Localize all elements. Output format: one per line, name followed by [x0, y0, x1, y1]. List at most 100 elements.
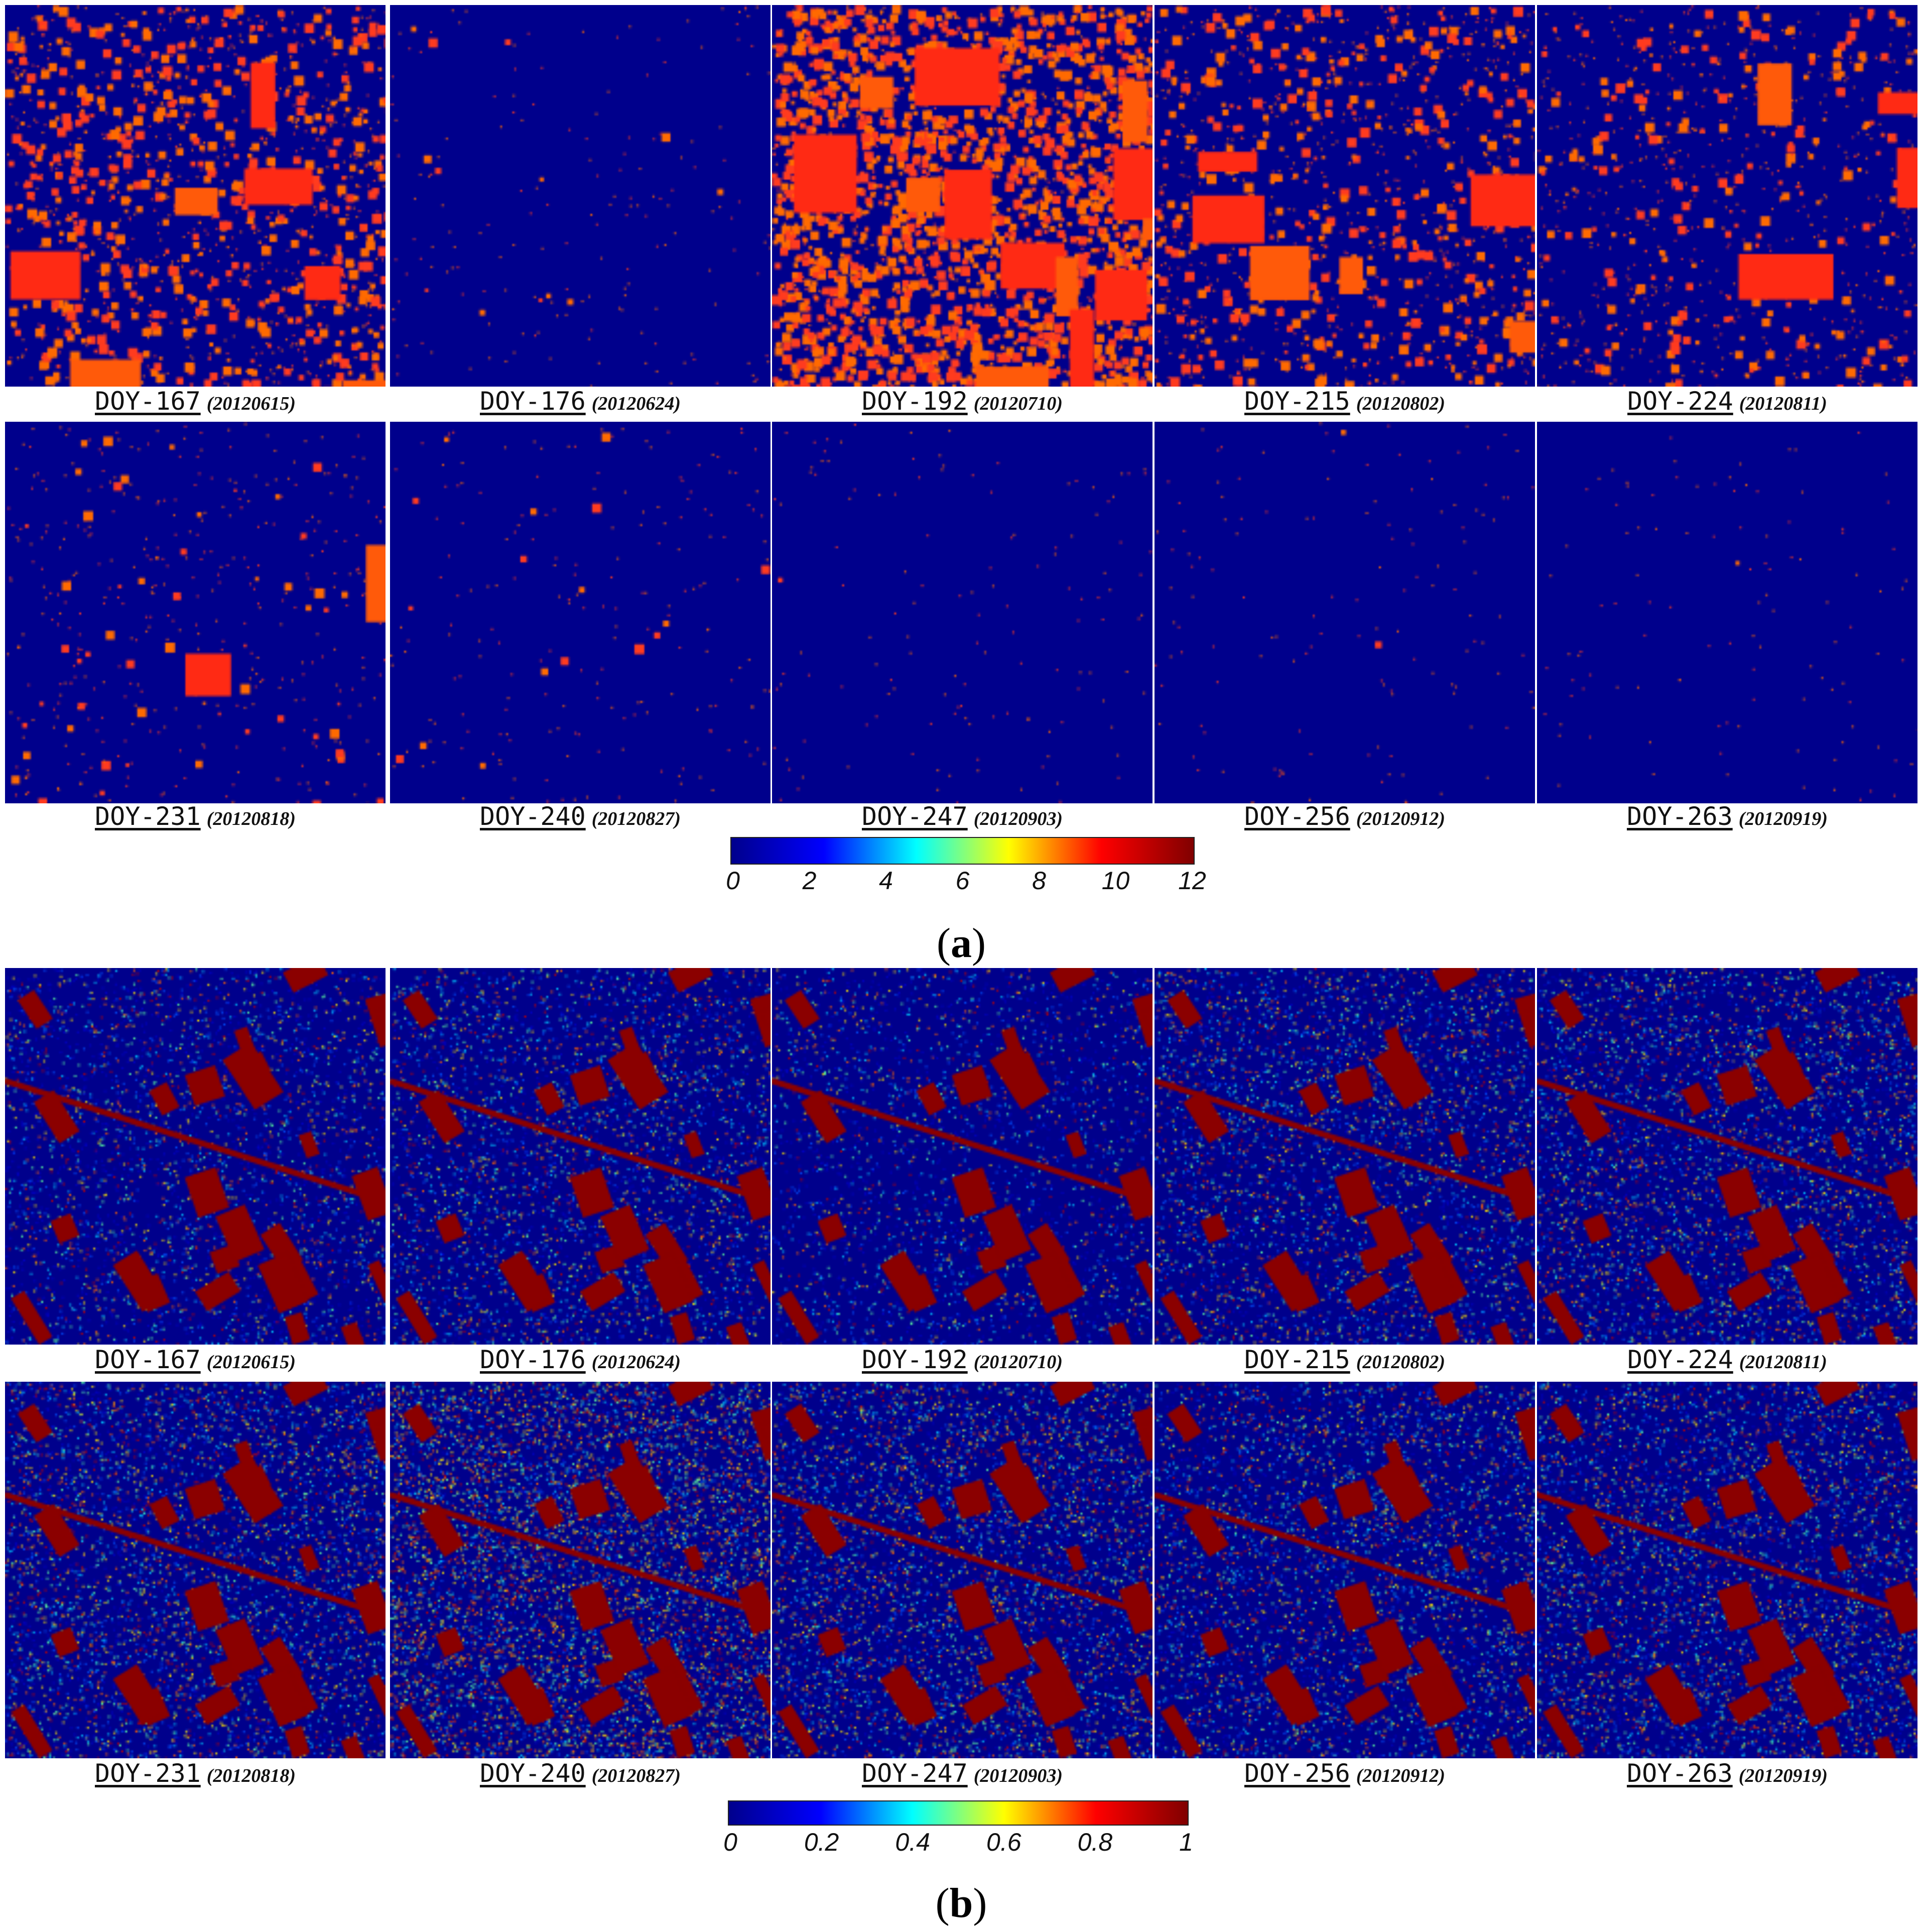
date-label: (20120912): [1356, 808, 1446, 829]
date-label: (20120811): [1739, 393, 1827, 414]
panel-b-map-doy-256: [1155, 1382, 1535, 1758]
map-caption: DOY-247 (20120903): [862, 1759, 1063, 1788]
panel-b-map-doy-215: [1155, 968, 1535, 1345]
date-label: (20120827): [591, 1765, 681, 1786]
panel-a-map-doy-247: [772, 422, 1152, 803]
map-caption: DOY-247 (20120903): [862, 802, 1063, 831]
panel-b-map-doy-240: [390, 1382, 771, 1758]
date-label: (20120912): [1356, 1765, 1446, 1786]
map-caption: DOY-240 (20120827): [480, 802, 681, 831]
colorbar-tick-label: 0: [723, 1828, 737, 1856]
classification-map-image: [772, 1382, 1152, 1758]
panel-b-colorbar: [728, 1800, 1189, 1826]
classification-map-image: [390, 968, 771, 1345]
date-label: (20120802): [1356, 393, 1446, 414]
doy-label: DOY-240: [479, 802, 586, 831]
classification-map-image: [1537, 5, 1917, 387]
panel-a-map-doy-263: [1537, 422, 1917, 803]
colorbar-tick-label: 12: [1178, 867, 1206, 895]
doy-label: DOY-231: [94, 1759, 201, 1788]
date-label: (20120710): [973, 393, 1063, 414]
panel-b-map-doy-167: [5, 968, 386, 1345]
map-caption: DOY-263 (20120919): [1627, 802, 1828, 831]
map-caption: DOY-167 (20120615): [95, 1345, 296, 1374]
panel-a-map-doy-215: [1155, 5, 1535, 387]
colorbar-tick-label: 4: [879, 867, 893, 895]
classification-map-image: [1155, 1382, 1535, 1758]
map-caption: DOY-176 (20120624): [480, 387, 681, 416]
panel-letter: b: [949, 1880, 973, 1926]
map-caption: DOY-224 (20120811): [1627, 387, 1827, 416]
map-caption: DOY-256 (20120912): [1244, 802, 1445, 831]
map-caption: DOY-176 (20120624): [480, 1345, 681, 1374]
panel-b-map-doy-247: [772, 1382, 1152, 1758]
colorbar-tick-label: 0: [726, 867, 740, 895]
map-caption: DOY-224 (20120811): [1627, 1345, 1827, 1374]
classification-map-image: [1155, 422, 1535, 803]
doy-label: DOY-224: [1627, 387, 1733, 416]
map-caption: DOY-167 (20120615): [95, 387, 296, 416]
colorbar-tick-label: 8: [1032, 867, 1046, 895]
classification-map-image: [1155, 968, 1535, 1345]
date-label: (20120615): [206, 1352, 296, 1373]
colorbar-tick-label: 0.4: [895, 1828, 930, 1856]
date-label: (20120624): [591, 393, 681, 414]
doy-label: DOY-215: [1244, 387, 1350, 416]
panel-b-label: (b): [935, 1880, 987, 1926]
colorbar-tick-label: 0.2: [804, 1828, 839, 1856]
panel-b-map-doy-192: [772, 968, 1152, 1345]
map-caption: DOY-192 (20120710): [862, 387, 1063, 416]
classification-map-image: [5, 1382, 386, 1758]
map-caption: DOY-240 (20120827): [480, 1759, 681, 1788]
doy-label: DOY-215: [1244, 1345, 1350, 1374]
panel-b-map-doy-263: [1537, 1382, 1917, 1758]
classification-map-image: [772, 968, 1152, 1345]
panel-b-map-doy-176: [390, 968, 771, 1345]
doy-label: DOY-263: [1626, 802, 1733, 831]
doy-label: DOY-176: [479, 1345, 586, 1374]
date-label: (20120802): [1356, 1352, 1446, 1373]
colorbar-tick-label: 1: [1179, 1828, 1193, 1856]
panel-a-map-doy-231: [5, 422, 386, 803]
classification-map-image: [772, 422, 1152, 803]
classification-map-image: [390, 422, 771, 803]
classification-map-image: [5, 422, 386, 803]
doy-label: DOY-167: [94, 387, 201, 416]
panel-a-map-doy-192: [772, 5, 1152, 387]
doy-label: DOY-256: [1244, 1759, 1350, 1788]
date-label: (20120615): [206, 393, 296, 414]
panel-a-colorbar: [730, 837, 1195, 865]
classification-map-image: [5, 5, 386, 387]
panel-a-label: (a): [937, 920, 986, 967]
date-label: (20120903): [973, 808, 1063, 829]
panel-b-map-doy-224: [1537, 968, 1917, 1345]
panel-a-map-doy-167: [5, 5, 386, 387]
colorbar-tick-label: 2: [802, 867, 817, 895]
date-label: (20120919): [1738, 1765, 1828, 1786]
map-caption: DOY-215 (20120802): [1244, 387, 1445, 416]
doy-label: DOY-224: [1627, 1345, 1733, 1374]
date-label: (20120818): [206, 1765, 296, 1786]
date-label: (20120827): [591, 808, 681, 829]
classification-map-image: [1537, 1382, 1917, 1758]
doy-label: DOY-240: [479, 1759, 586, 1788]
classification-map-image: [1155, 5, 1535, 387]
doy-label: DOY-192: [861, 1345, 968, 1374]
colorbar-tick-label: 0.6: [986, 1828, 1021, 1856]
map-caption: DOY-231 (20120818): [95, 802, 296, 831]
date-label: (20120919): [1738, 808, 1828, 829]
colorbar-tick-label: 10: [1101, 867, 1130, 895]
date-label: (20120624): [591, 1352, 681, 1373]
panel-b-map-doy-231: [5, 1382, 386, 1758]
doy-label: DOY-231: [94, 802, 201, 831]
doy-label: DOY-176: [479, 387, 586, 416]
colorbar-tick-label: 0.8: [1077, 1828, 1113, 1856]
panel-letter: a: [951, 920, 972, 967]
classification-map-image: [390, 5, 771, 387]
doy-label: DOY-167: [94, 1345, 201, 1374]
date-label: (20120903): [973, 1765, 1063, 1786]
classification-map-image: [772, 5, 1152, 387]
panel-a-map-doy-240: [390, 422, 771, 803]
doy-label: DOY-247: [861, 802, 968, 831]
date-label: (20120710): [973, 1352, 1063, 1373]
